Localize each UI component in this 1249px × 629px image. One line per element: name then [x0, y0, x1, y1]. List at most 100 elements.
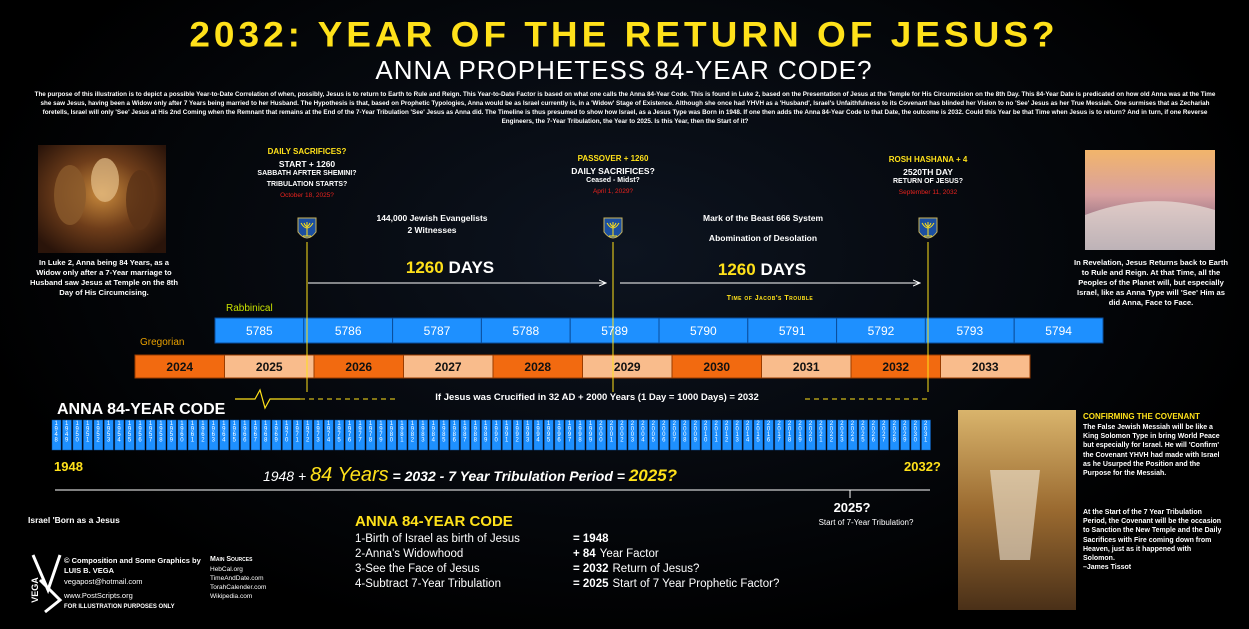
covenant-credit: –James Tissot [1083, 564, 1131, 571]
source: Wikipedia.com [210, 593, 252, 600]
year-digits: 2023 [839, 421, 845, 443]
year-digits: 2015 [755, 421, 761, 443]
year-digits: 1968 [263, 421, 269, 443]
note: 2 Witnesses [407, 225, 456, 235]
israel-label: Israel 'Born as a Jesus [28, 515, 120, 525]
year-digits: 1992 [514, 421, 520, 443]
period: 1260 DAYS [406, 258, 494, 278]
year-digits: 1974 [326, 421, 332, 443]
year-digits: 1950 [74, 421, 80, 443]
logo: VEGA [30, 577, 40, 603]
year-digits: 1965 [231, 421, 237, 443]
figure [126, 170, 154, 230]
source: TorahCalender.com [210, 584, 266, 591]
tribulation-year: 2025? [834, 500, 871, 515]
year-digits: 1949 [64, 421, 70, 443]
year-digits: 1971 [294, 421, 300, 443]
year-digits: 1999 [587, 421, 593, 443]
year-digits: 1993 [525, 421, 531, 443]
event-heading: DAILY SACRIFICES? [268, 147, 347, 156]
year-digits: 2019 [797, 421, 803, 443]
year-digits: 2016 [766, 421, 772, 443]
year-digits: 1996 [556, 421, 562, 443]
year-digits: 2010 [703, 421, 709, 443]
disclaimer: FOR ILLUSTRATION PURPOSES ONLY [64, 604, 175, 610]
rabbinical-year: 5786 [335, 324, 362, 338]
year-digits: 2006 [661, 421, 667, 443]
year-digits: 1955 [127, 421, 133, 443]
year-digits: 1997 [567, 421, 573, 443]
year-digits: 2017 [776, 421, 782, 443]
pulse [235, 390, 300, 408]
note: 144,000 Jewish Evangelists [376, 212, 487, 225]
year-digits: 2004 [640, 421, 646, 443]
end-year: 2032? [904, 459, 941, 474]
note: Abomination of Desolation [709, 233, 817, 243]
summary-label: 4-Subtract 7-Year Tribulation [355, 578, 501, 590]
event-line: DAILY SACRIFICES? [571, 166, 655, 176]
summary-result: + 84Year Factor [573, 548, 659, 560]
year-digits: 1975 [336, 421, 342, 443]
year-digits: 1959 [168, 421, 174, 443]
trouble: Time of Jacob's Trouble [727, 295, 813, 302]
summary-bold: + 84 [573, 548, 596, 560]
sources-title: Main Sources [210, 556, 252, 563]
gregorian-year: 2028 [524, 360, 551, 374]
subtitle: ANNA PROPHETESS 84-YEAR CODE? [375, 55, 872, 86]
year-digits: 1995 [546, 421, 552, 443]
year-digits: 2008 [682, 421, 688, 443]
year-digits: 1967 [252, 421, 258, 443]
event-date: September 11, 2032 [899, 189, 957, 196]
summary-rest: Start of 7 Year Prophetic Factor? [613, 578, 780, 590]
year-digits: 1956 [137, 421, 143, 443]
gregorian-year: 2030 [703, 360, 730, 374]
credit-author: LUIS B. VEGA [64, 566, 114, 575]
gregorian-year: 2031 [793, 360, 820, 374]
year-digits: 2009 [692, 421, 698, 443]
rabbinical-year: 5787 [424, 324, 451, 338]
year-digits: 1977 [357, 421, 363, 443]
intro: The purpose of this illustration is to d… [30, 90, 1220, 126]
year-digits: 2005 [650, 421, 656, 443]
summary-result: = 2032Return of Jesus? [573, 563, 699, 575]
year-digits: 2025 [860, 421, 866, 443]
rabbinical-year: 5788 [512, 324, 539, 338]
gregorian-year: 2024 [166, 360, 193, 374]
year-digits: 2030 [912, 421, 918, 443]
year-digits: 2022 [828, 421, 834, 443]
year-digits: 1970 [284, 421, 290, 443]
year-digits: 2000 [598, 421, 604, 443]
year-digits: 1963 [210, 421, 216, 443]
credit-email: vegapost@hotmail.com [64, 577, 142, 586]
year-digits: 2013 [734, 421, 740, 443]
event-date: October 18, 2025? [280, 192, 334, 199]
year-digits: 1960 [179, 421, 185, 443]
year-digits: 1958 [158, 421, 164, 443]
period-unit: DAYS [760, 260, 806, 279]
year-digits: 1964 [221, 421, 227, 443]
crucified: If Jesus was Crucified in 32 AD + 2000 Y… [435, 392, 758, 403]
year-digits: 1980 [388, 421, 394, 443]
year-digits: 2026 [870, 421, 876, 443]
year-digits: 1954 [116, 421, 122, 443]
year-digits: 1953 [106, 421, 112, 443]
year-digits: 2012 [724, 421, 730, 443]
year-digits: 1982 [409, 421, 415, 443]
year-digits: 2014 [745, 421, 751, 443]
year-digits: 1985 [441, 421, 447, 443]
year-digits: 2003 [629, 421, 635, 443]
tribulation-label: Start of 7-Year Tribulation? [819, 518, 914, 527]
year-digits: 1957 [147, 421, 153, 443]
event-line: START + 1260 [279, 159, 335, 169]
left-caption: In Luke 2, Anna being 84 Years, as a Wid… [30, 258, 178, 298]
year-digits: 2028 [891, 421, 897, 443]
summary-label: 2-Anna's Widowhood [355, 548, 463, 560]
formula-part: 2025? [629, 466, 677, 485]
year-digits: 1979 [378, 421, 384, 443]
covenant-title: CONFIRMING THE COVENANT [1083, 412, 1200, 421]
year-digits: 1986 [451, 421, 457, 443]
event-date: April 1, 2029? [593, 188, 633, 195]
year-digits: 2011 [713, 421, 719, 443]
summary-label: 3-See the Face of Jesus [355, 563, 480, 575]
